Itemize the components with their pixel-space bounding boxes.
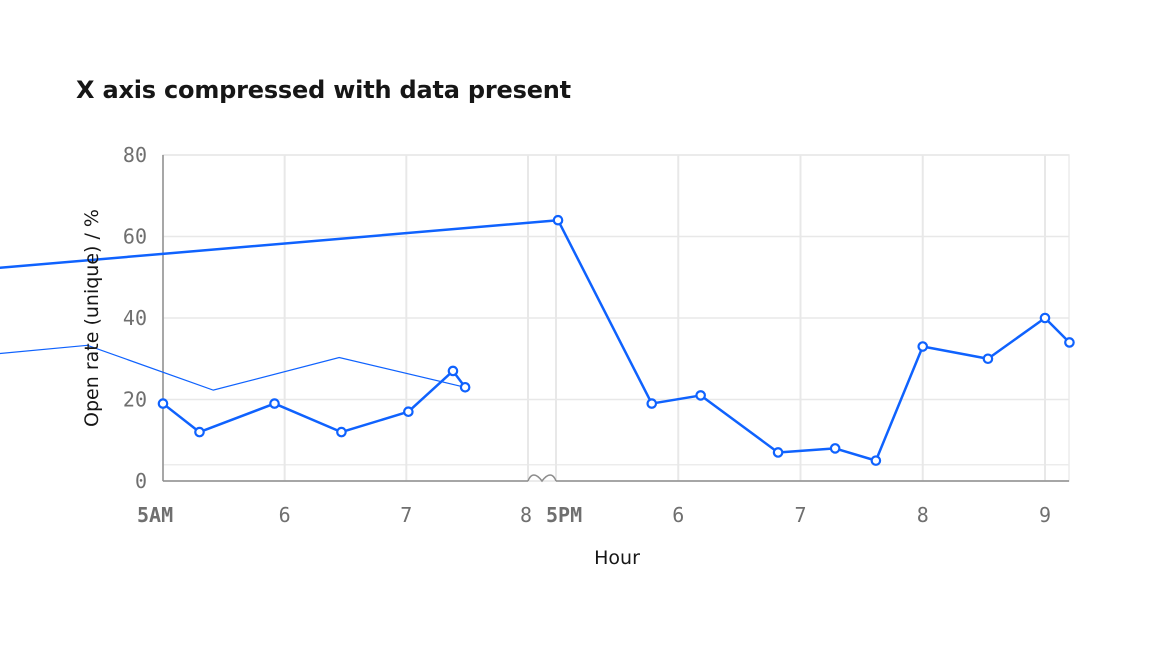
y-tick-label: 20 <box>123 388 147 412</box>
x-tick-label: 5PM <box>546 503 582 527</box>
axes <box>162 155 1069 483</box>
x-tick-label: 9 <box>1039 503 1051 527</box>
y-tick-label: 80 <box>123 143 147 167</box>
data-point <box>447 365 459 377</box>
chart-title: X axis compressed with data present <box>76 76 571 104</box>
x-tick-label: 7 <box>400 503 412 527</box>
data-point <box>403 406 414 418</box>
y-tick-label: 60 <box>123 225 147 249</box>
data-point <box>829 443 841 454</box>
x-tick-label: 8 <box>917 503 929 527</box>
data-point <box>194 426 205 438</box>
data-point <box>157 398 169 409</box>
y-axis-title: Open rate (unique) / % <box>81 209 103 427</box>
x-tick-label: 6 <box>672 503 684 527</box>
series-line <box>0 218 1071 462</box>
data-point <box>459 381 471 393</box>
data-point <box>336 426 347 438</box>
data-point <box>982 353 994 365</box>
x-axis-ticks: 5AM 6 7 8 5PM 6 7 8 9 <box>137 503 1051 527</box>
data-point <box>695 390 706 401</box>
x-tick-label: 8 <box>520 503 532 527</box>
y-tick-label: 0 <box>135 469 147 493</box>
y-axis-ticks: 0 20 40 60 80 <box>123 143 147 493</box>
grid <box>162 154 1070 482</box>
x-tick-label: 6 <box>279 503 291 527</box>
data-point <box>1064 337 1075 348</box>
data-point <box>269 398 280 409</box>
series-line <box>162 369 467 434</box>
data-point <box>552 214 564 226</box>
data-point <box>1039 312 1051 324</box>
x-tick-label: 5AM <box>137 503 173 527</box>
data-point <box>917 341 929 352</box>
y-tick-label: 40 <box>123 306 147 330</box>
series-layer <box>0 214 1075 466</box>
compressed-data-squiggle <box>0 344 466 391</box>
data-point <box>646 398 658 409</box>
axis-break-marker <box>527 474 557 483</box>
data-point <box>772 447 784 458</box>
x-axis-title: Hour <box>594 547 640 569</box>
x-tick-label: 7 <box>794 503 806 527</box>
data-point <box>870 455 882 466</box>
